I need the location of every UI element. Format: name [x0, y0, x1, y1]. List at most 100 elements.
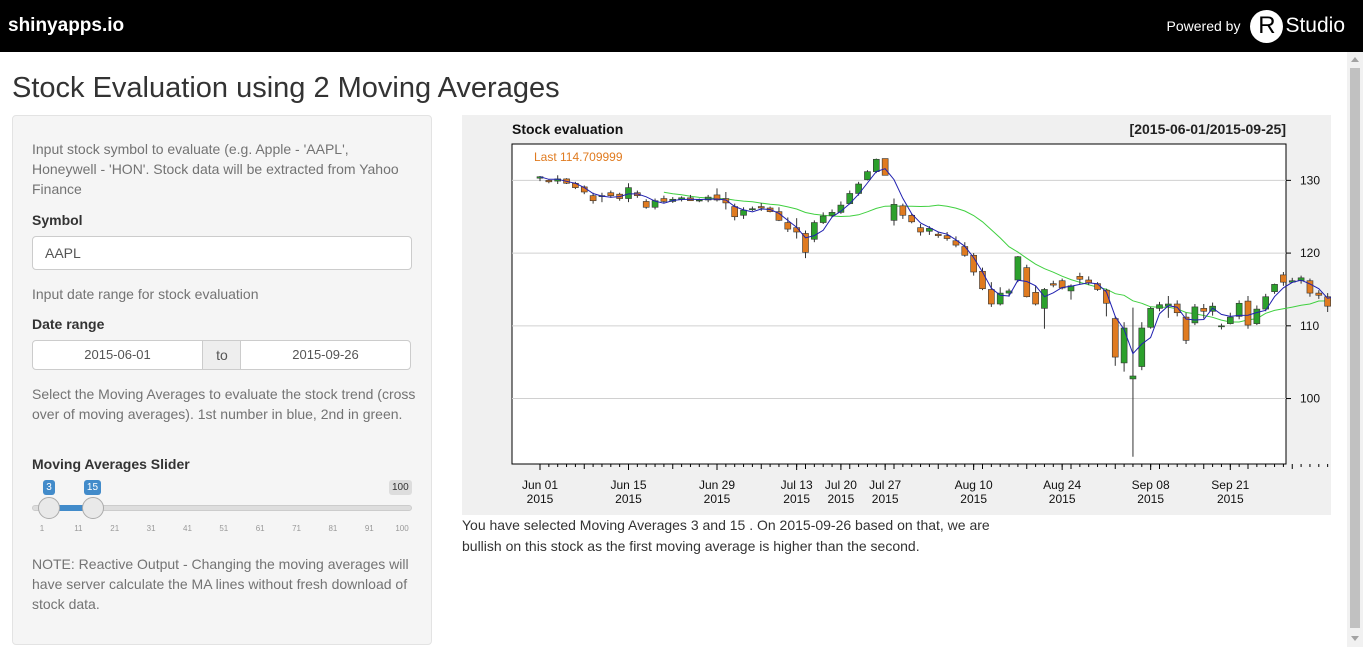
- x-tick-label: Jun 01: [522, 478, 558, 492]
- date-help-text: Input date range for stock evaluation: [32, 286, 259, 302]
- candle-up: [1191, 306, 1199, 324]
- candle-up: [819, 215, 827, 223]
- slider-low-value-badge: 3: [43, 480, 55, 495]
- slider-tick-label: 81: [328, 524, 338, 533]
- candle-down: [784, 222, 792, 230]
- candle-up: [1041, 289, 1048, 309]
- slider-tick-label: 51: [219, 524, 229, 533]
- candle-up: [1147, 308, 1154, 328]
- date-range-label: Date range: [32, 316, 105, 332]
- ma-help-text: Select the Moving Averages to evaluate t…: [32, 386, 416, 422]
- candle-up: [926, 228, 933, 232]
- x-tick-year: 2015: [828, 492, 855, 506]
- powered-by-label: Powered by: [1166, 18, 1241, 34]
- candle-down: [660, 198, 668, 202]
- candle-up: [1218, 325, 1225, 328]
- candle-up: [811, 222, 818, 240]
- candle-down: [970, 254, 977, 273]
- chart-title: Stock evaluation: [512, 121, 623, 137]
- x-tick-label: Jul 27: [869, 478, 901, 492]
- x-tick-year: 2015: [872, 492, 899, 506]
- plot-area: [511, 143, 1287, 465]
- x-tick-label: Jun 29: [699, 478, 735, 492]
- x-tick-label: Jun 15: [610, 478, 646, 492]
- candle-down: [722, 198, 730, 204]
- x-tick-year: 2015: [1217, 492, 1244, 506]
- candle-down: [713, 194, 721, 201]
- moving-averages-slider[interactable]: 3 15 100 1 11 21 31 41 51 61 71 81 91 100: [32, 478, 417, 538]
- slider-selected-range: [49, 505, 93, 511]
- candle-down: [545, 180, 553, 183]
- scrollbar-thumb[interactable]: [1350, 68, 1360, 628]
- candle-up: [996, 292, 1004, 305]
- x-tick-label: Sep 08: [1132, 478, 1170, 492]
- y-tick-label: 110: [1300, 319, 1319, 333]
- date-range-separator: to: [202, 340, 242, 370]
- y-tick-label: 120: [1300, 246, 1320, 260]
- page-scrollbar[interactable]: [1347, 52, 1363, 647]
- last-price-label: Last 114.709999: [534, 150, 623, 164]
- stock-chart-svg: Stock evaluation [2015-06-01/2015-09-25] L…: [511, 121, 1347, 506]
- x-tick-year: 2015: [615, 492, 642, 506]
- slider-low-handle[interactable]: [38, 497, 61, 519]
- x-tick-label: Sep 21: [1211, 478, 1249, 492]
- brand-name[interactable]: shinyapps.io: [8, 15, 125, 36]
- candle-up: [828, 212, 836, 216]
- candle-down: [1280, 274, 1287, 283]
- candle-down: [1306, 280, 1314, 294]
- x-tick-year: 2015: [527, 492, 554, 506]
- scroll-up-icon[interactable]: [1351, 57, 1359, 62]
- candle-down: [988, 289, 995, 305]
- slider-tick-label: 31: [146, 524, 156, 533]
- x-tick-year: 2015: [1137, 492, 1164, 506]
- scroll-down-icon[interactable]: [1351, 636, 1359, 641]
- app-frame: Stock Evaluation using 2 Moving Averages…: [0, 52, 1347, 647]
- candle-down: [1103, 289, 1110, 304]
- candle-down: [607, 192, 615, 196]
- slider-tick-label: 100: [395, 524, 409, 533]
- candle-up: [1156, 304, 1163, 309]
- candle-up: [864, 171, 871, 180]
- candle-down: [589, 195, 597, 202]
- slider-tick-label: 11: [74, 524, 83, 533]
- slider-tick-labels: 1 11 21 31 41 51 61 71 81 91 100: [32, 524, 417, 538]
- powered-by[interactable]: Powered by R Studio: [1167, 9, 1345, 43]
- candle-up: [1120, 327, 1128, 364]
- candle-down: [1023, 267, 1031, 298]
- stock-chart: Stock evaluation [2015-06-01/2015-09-25] L…: [462, 115, 1347, 515]
- slider-tick-label: 61: [255, 524, 265, 533]
- candle-down: [1182, 316, 1190, 341]
- candle-down: [899, 205, 907, 216]
- candle-down: [642, 201, 650, 208]
- top-bar: shinyapps.io Powered by R Studio: [0, 0, 1363, 52]
- candle-down: [979, 270, 986, 290]
- candle-down: [1173, 303, 1181, 314]
- candle-down: [1324, 296, 1331, 307]
- end-date-input[interactable]: 2015-09-26: [240, 340, 411, 370]
- page-title: Stock Evaluation using 2 Moving Averages: [12, 72, 560, 104]
- candle-up: [1005, 290, 1013, 294]
- slider-high-handle[interactable]: [81, 497, 104, 519]
- x-tick-label: Aug 10: [955, 478, 993, 492]
- slider-high-value-badge: 15: [83, 480, 102, 495]
- candle-down: [1076, 276, 1084, 280]
- candle-up: [890, 204, 898, 221]
- candle-down: [934, 233, 942, 236]
- note-text: NOTE: Reactive Output - Changing the mov…: [32, 556, 409, 612]
- intro-help-text: Input stock symbol to evaluate (e.g. App…: [32, 141, 399, 197]
- moving-average-2-line: [663, 191, 1347, 323]
- sidebar-panel: Input stock symbol to evaluate (e.g. App…: [12, 115, 432, 645]
- x-tick-year: 2015: [1049, 492, 1076, 506]
- candle-down: [1049, 283, 1057, 286]
- candle-down: [917, 227, 924, 233]
- slider-track[interactable]: [32, 505, 412, 511]
- candle-down: [908, 214, 916, 223]
- x-tick-label: Jul 13: [781, 478, 813, 492]
- candle-up: [1226, 316, 1234, 324]
- symbol-input[interactable]: AAPL: [32, 236, 412, 270]
- candle-up: [1014, 256, 1022, 281]
- candle-up: [1253, 308, 1261, 324]
- chart-date-range: [2015-06-01/2015-09-25]: [1130, 121, 1286, 137]
- slider-tick-label: 21: [110, 524, 120, 533]
- start-date-input[interactable]: 2015-06-01: [32, 340, 203, 370]
